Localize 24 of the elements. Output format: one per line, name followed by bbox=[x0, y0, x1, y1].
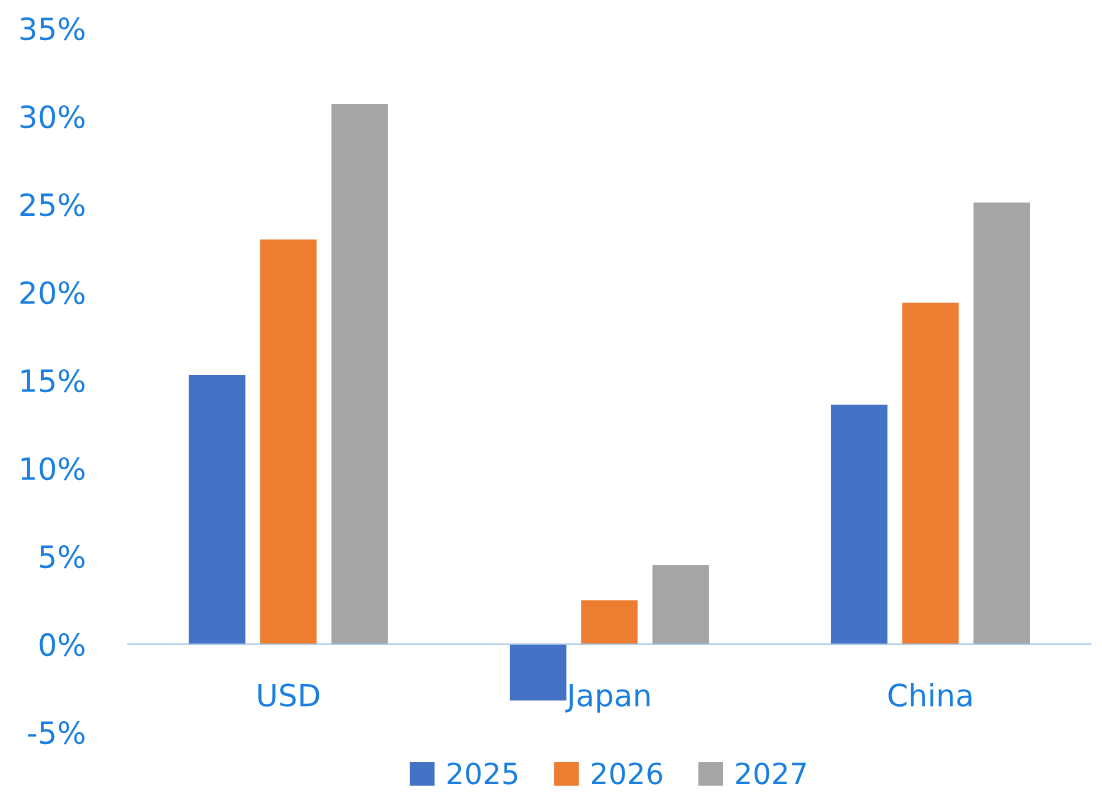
bar bbox=[509, 644, 567, 701]
legend-label: 2027 bbox=[736, 762, 806, 785]
y-tick-label: 25% bbox=[20, 193, 85, 217]
bar bbox=[830, 404, 888, 645]
y-tick-label: 5% bbox=[40, 545, 85, 569]
bar bbox=[652, 564, 709, 645]
y-tick-label: 10% bbox=[21, 457, 85, 481]
bar bbox=[973, 202, 1030, 645]
bar bbox=[902, 302, 959, 645]
bar bbox=[188, 374, 246, 645]
x-tick-label: Japan bbox=[565, 684, 650, 713]
y-tick-label: -5% bbox=[28, 721, 85, 745]
y-tick-label: 15% bbox=[21, 369, 85, 393]
bar bbox=[331, 103, 388, 645]
y-tick-label: 35% bbox=[20, 17, 85, 41]
bar bbox=[581, 600, 638, 645]
y-tick-label: 30% bbox=[20, 105, 85, 129]
x-tick-label: China bbox=[888, 683, 972, 707]
legend-label: 2025 bbox=[447, 762, 518, 785]
legend-label: 2026 bbox=[591, 762, 663, 785]
bar bbox=[260, 239, 317, 645]
y-tick-label: 0% bbox=[39, 633, 85, 657]
x-tick-label: USD bbox=[258, 683, 320, 707]
y-tick-label: 20% bbox=[20, 281, 85, 305]
